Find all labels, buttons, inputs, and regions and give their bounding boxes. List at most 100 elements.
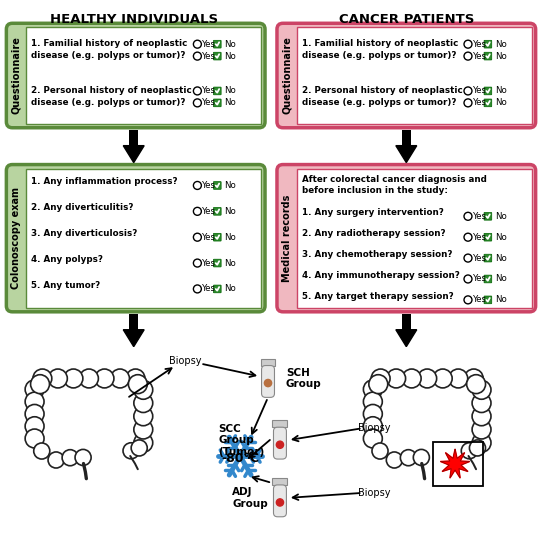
Circle shape [236,452,244,460]
Text: No: No [224,98,236,107]
Text: No: No [495,52,507,60]
Text: Yes: Yes [473,212,487,221]
Bar [26,28,261,124]
Circle shape [193,182,202,189]
Text: No: No [224,258,236,267]
FancyBboxPatch shape [484,52,492,60]
Circle shape [469,440,486,456]
FancyBboxPatch shape [484,233,492,241]
Polygon shape [123,329,144,346]
Circle shape [48,452,64,468]
FancyBboxPatch shape [214,285,221,293]
Circle shape [371,369,390,388]
Bar [297,28,532,124]
Circle shape [134,381,153,399]
Text: Questionnaire: Questionnaire [11,37,21,114]
Bar [402,314,411,329]
FancyBboxPatch shape [7,23,265,128]
Circle shape [134,420,153,439]
Circle shape [80,369,99,388]
FancyBboxPatch shape [484,254,492,262]
Text: No: No [224,52,236,60]
Text: Biopsy: Biopsy [358,488,391,498]
Circle shape [414,449,429,465]
Circle shape [193,285,202,293]
Circle shape [464,233,472,241]
Text: Biopsy: Biopsy [358,423,391,433]
Text: No: No [495,86,507,96]
Bar [129,130,138,146]
Text: Yes: Yes [473,254,487,262]
Text: 1. Familial history of neoplastic
disease (e.g. polyps or tumor)?: 1. Familial history of neoplastic diseas… [31,39,188,60]
Text: No: No [224,207,236,216]
Text: No: No [495,274,507,283]
Bar [297,168,532,308]
Circle shape [464,87,472,95]
Circle shape [123,443,139,459]
Text: SCH
Group: SCH Group [286,367,321,389]
Circle shape [276,441,283,448]
FancyBboxPatch shape [484,99,492,107]
Text: Yes: Yes [202,181,216,190]
Text: Yes: Yes [473,295,487,304]
Circle shape [264,379,272,387]
Bar [433,442,483,486]
FancyBboxPatch shape [277,164,535,312]
Circle shape [193,207,202,215]
Polygon shape [123,146,144,163]
Text: Yes: Yes [202,40,216,48]
Text: 3. Any chemotherapy session?: 3. Any chemotherapy session? [302,250,453,259]
Bar [261,359,275,366]
FancyBboxPatch shape [484,212,492,220]
Text: Yes: Yes [473,52,487,60]
Circle shape [461,443,478,459]
Text: 1. Any surgery intervention?: 1. Any surgery intervention? [302,208,444,217]
Circle shape [34,443,50,459]
Circle shape [363,392,382,411]
Text: Yes: Yes [473,98,487,107]
Circle shape [472,407,491,426]
Text: Colonoscopy exam: Colonoscopy exam [11,187,21,289]
Circle shape [25,404,44,424]
Circle shape [193,52,202,60]
Text: 2. Any radiotherapy session?: 2. Any radiotherapy session? [302,229,446,238]
Text: No: No [224,233,236,241]
Polygon shape [396,146,417,163]
Polygon shape [440,449,470,478]
Circle shape [193,40,202,48]
Circle shape [134,407,153,426]
Text: No: No [495,212,507,221]
FancyBboxPatch shape [274,485,286,517]
Circle shape [134,394,153,412]
Circle shape [30,375,49,394]
FancyBboxPatch shape [484,87,492,95]
Text: -80°C: -80°C [221,452,259,465]
FancyBboxPatch shape [214,259,221,267]
Circle shape [95,369,114,388]
FancyBboxPatch shape [484,296,492,304]
Circle shape [48,369,67,388]
FancyBboxPatch shape [262,366,274,398]
FancyBboxPatch shape [214,233,221,241]
Text: Yes: Yes [473,274,487,283]
Circle shape [464,40,472,48]
FancyBboxPatch shape [214,182,221,189]
Text: 2. Personal history of neoplastic
disease (e.g. polyps or tumor)?: 2. Personal history of neoplastic diseas… [31,86,192,107]
Text: No: No [495,295,507,304]
Circle shape [193,259,202,267]
FancyBboxPatch shape [214,207,221,215]
Circle shape [386,452,402,468]
Circle shape [193,99,202,107]
Text: 4. Any polyps?: 4. Any polyps? [31,255,103,264]
Circle shape [363,417,382,436]
Circle shape [128,375,147,394]
FancyBboxPatch shape [214,40,221,48]
Circle shape [193,87,202,95]
Text: 3. Any diverticulosis?: 3. Any diverticulosis? [31,229,138,238]
Circle shape [369,375,388,394]
Circle shape [433,369,452,388]
FancyBboxPatch shape [214,52,221,60]
Text: 5. Any target therapy session?: 5. Any target therapy session? [302,292,454,301]
Circle shape [193,233,202,241]
Text: Yes: Yes [473,40,487,48]
